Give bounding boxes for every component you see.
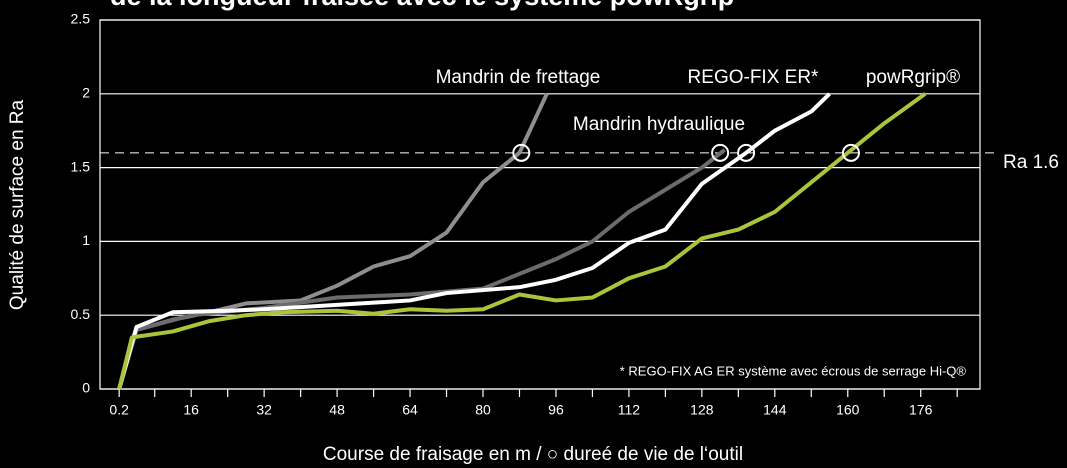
x-tick-label: 128 — [690, 402, 714, 418]
x-tick-label: 16 — [183, 402, 199, 418]
x-tick-label: 176 — [909, 402, 933, 418]
x-tick-label: 160 — [836, 402, 860, 418]
x-axis-label: Course de fraisage en m / ○ dureé de vie… — [323, 444, 743, 465]
chart-title: de la longueur fraisée avec le système p… — [110, 0, 734, 11]
y-tick-label: 2 — [82, 85, 90, 101]
tool-life-marker — [841, 143, 860, 162]
x-tick-label: 96 — [548, 402, 564, 418]
x-tick-label: 112 — [618, 402, 641, 418]
x-tick-label: 64 — [402, 402, 418, 418]
y-tick-label: 1 — [82, 232, 90, 248]
series-label: Mandrin de frettage — [436, 67, 601, 88]
series-line — [117, 92, 831, 390]
tool-life-marker — [512, 143, 531, 162]
reference-label: Ra 1.6 — [1003, 152, 1059, 173]
y-tick-label: 0.5 — [71, 306, 91, 322]
series-label: powRgrip® — [866, 67, 960, 88]
y-tick-label: 0 — [82, 380, 90, 396]
y-axis-label: Qualité de surface en Ra — [7, 99, 28, 310]
x-tick-label: 32 — [256, 402, 272, 418]
x-tick-label: 144 — [763, 402, 787, 418]
x-tick-label: 48 — [329, 402, 345, 418]
x-tick-label: 0.2 — [109, 402, 129, 418]
x-tick-label: 80 — [475, 402, 491, 418]
y-tick-label: 1.5 — [71, 158, 91, 174]
footnote: * REGO-FIX AG ER système avec écrous de … — [620, 363, 967, 378]
series-label: REGO-FIX ER* — [688, 67, 820, 88]
series-line — [117, 92, 927, 390]
y-tick-label: 2.5 — [71, 11, 91, 27]
tool-life-marker — [711, 143, 730, 162]
series-label: Mandrin hydraulique — [573, 114, 745, 135]
tool-life-marker — [737, 143, 756, 162]
series-line — [117, 148, 726, 390]
